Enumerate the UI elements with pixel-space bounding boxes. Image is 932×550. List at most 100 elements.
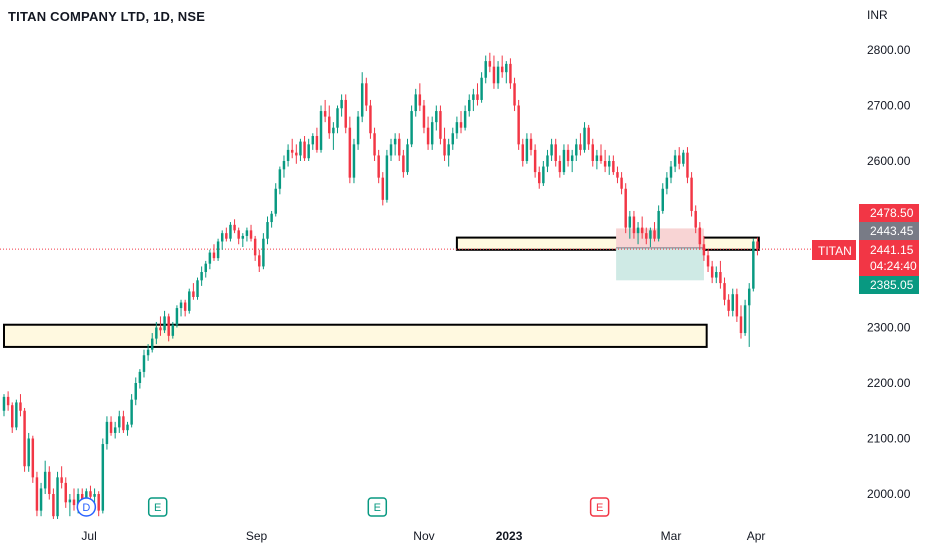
candle-body: [426, 127, 430, 145]
candle: [583, 122, 586, 153]
candle-body: [558, 161, 562, 173]
candle: [682, 149, 685, 167]
candle: [192, 283, 195, 300]
candle-body: [439, 111, 442, 139]
candle: [562, 144, 566, 175]
candle-body: [653, 230, 656, 239]
candle: [360, 72, 364, 123]
candle: [694, 205, 697, 234]
candle-body: [167, 316, 170, 336]
candle-body: [23, 410, 26, 467]
candle-body: [459, 122, 463, 128]
candle: [715, 266, 718, 284]
candle: [463, 105, 467, 131]
candle: [546, 149, 549, 173]
candle-body: [612, 161, 615, 173]
candle: [163, 310, 166, 334]
candle: [200, 266, 203, 286]
candle-body: [360, 83, 364, 117]
candle-body: [278, 169, 282, 189]
candle: [52, 488, 55, 519]
candle-body: [686, 152, 689, 178]
candle-body: [710, 266, 714, 278]
candle: [521, 138, 525, 167]
candle: [237, 227, 240, 245]
candle-body: [35, 477, 39, 511]
candle-body: [266, 222, 269, 239]
candle: [311, 133, 315, 150]
candle: [710, 260, 714, 284]
candle-body: [756, 241, 759, 250]
candle: [344, 94, 347, 134]
candle: [171, 321, 175, 339]
candle-body: [694, 210, 697, 228]
candle-body: [739, 316, 743, 334]
candle-body: [68, 499, 72, 503]
candle-body: [538, 172, 541, 184]
candle: [323, 99, 327, 123]
last-price-text: 2441.15: [870, 243, 914, 257]
candle: [402, 149, 405, 178]
y-tick-label: 2800.00: [867, 43, 911, 57]
stop-area: [616, 247, 704, 281]
candle: [430, 116, 434, 150]
candle: [266, 216, 269, 245]
candle-body: [220, 233, 224, 242]
candle: [599, 144, 603, 164]
candle-body: [546, 155, 549, 167]
entry-price-tag: 2443.45: [859, 222, 919, 240]
candle: [389, 138, 393, 161]
x-tick-label: 2023: [496, 529, 523, 543]
candle: [735, 288, 739, 322]
candle-body: [204, 263, 207, 272]
candle-body: [447, 144, 450, 156]
candle-body: [97, 494, 100, 511]
candle: [472, 88, 475, 112]
candle: [68, 494, 72, 517]
candle-body: [225, 233, 228, 239]
candle: [435, 105, 438, 131]
candle-body: [698, 227, 702, 245]
candle: [2, 394, 6, 417]
y-axis[interactable]: INR2800.002700.002600.002500.002400.0023…: [867, 8, 911, 501]
candle-body: [27, 438, 30, 467]
candle: [6, 391, 10, 411]
candle-body: [480, 77, 483, 100]
candle-body: [155, 327, 158, 339]
candle-body: [348, 127, 352, 178]
candle: [249, 224, 253, 242]
marker-label: E: [154, 502, 161, 514]
candle-body: [76, 494, 80, 506]
candle-body: [554, 144, 557, 161]
candle-body: [509, 63, 512, 84]
candle-body: [513, 83, 516, 106]
candle-body: [134, 383, 137, 400]
candle: [575, 138, 578, 161]
candle: [340, 94, 343, 117]
candle-body: [93, 494, 96, 497]
candle: [220, 230, 224, 250]
candle: [134, 377, 137, 406]
candle-body: [369, 105, 372, 134]
entry-price-tag-text: 2443.45: [870, 224, 914, 238]
candle-body: [398, 138, 401, 156]
candle: [262, 233, 265, 270]
candle-body: [488, 61, 492, 67]
target-price-tag: 2478.50: [859, 204, 919, 222]
candle: [307, 138, 310, 161]
candle: [19, 394, 22, 417]
candle-body: [274, 188, 277, 214]
candle: [719, 260, 722, 289]
candle: [241, 233, 245, 248]
candle-body: [566, 149, 570, 161]
x-axis[interactable]: Jul Sep Nov 2023 Mar Apr: [81, 529, 765, 543]
candle-body: [183, 302, 187, 311]
candle: [554, 138, 557, 167]
candle: [607, 155, 611, 175]
candle-body: [570, 155, 574, 161]
candle-body: [496, 66, 500, 84]
candle: [188, 288, 191, 314]
candle-body: [706, 255, 710, 267]
candle-body: [533, 149, 537, 173]
